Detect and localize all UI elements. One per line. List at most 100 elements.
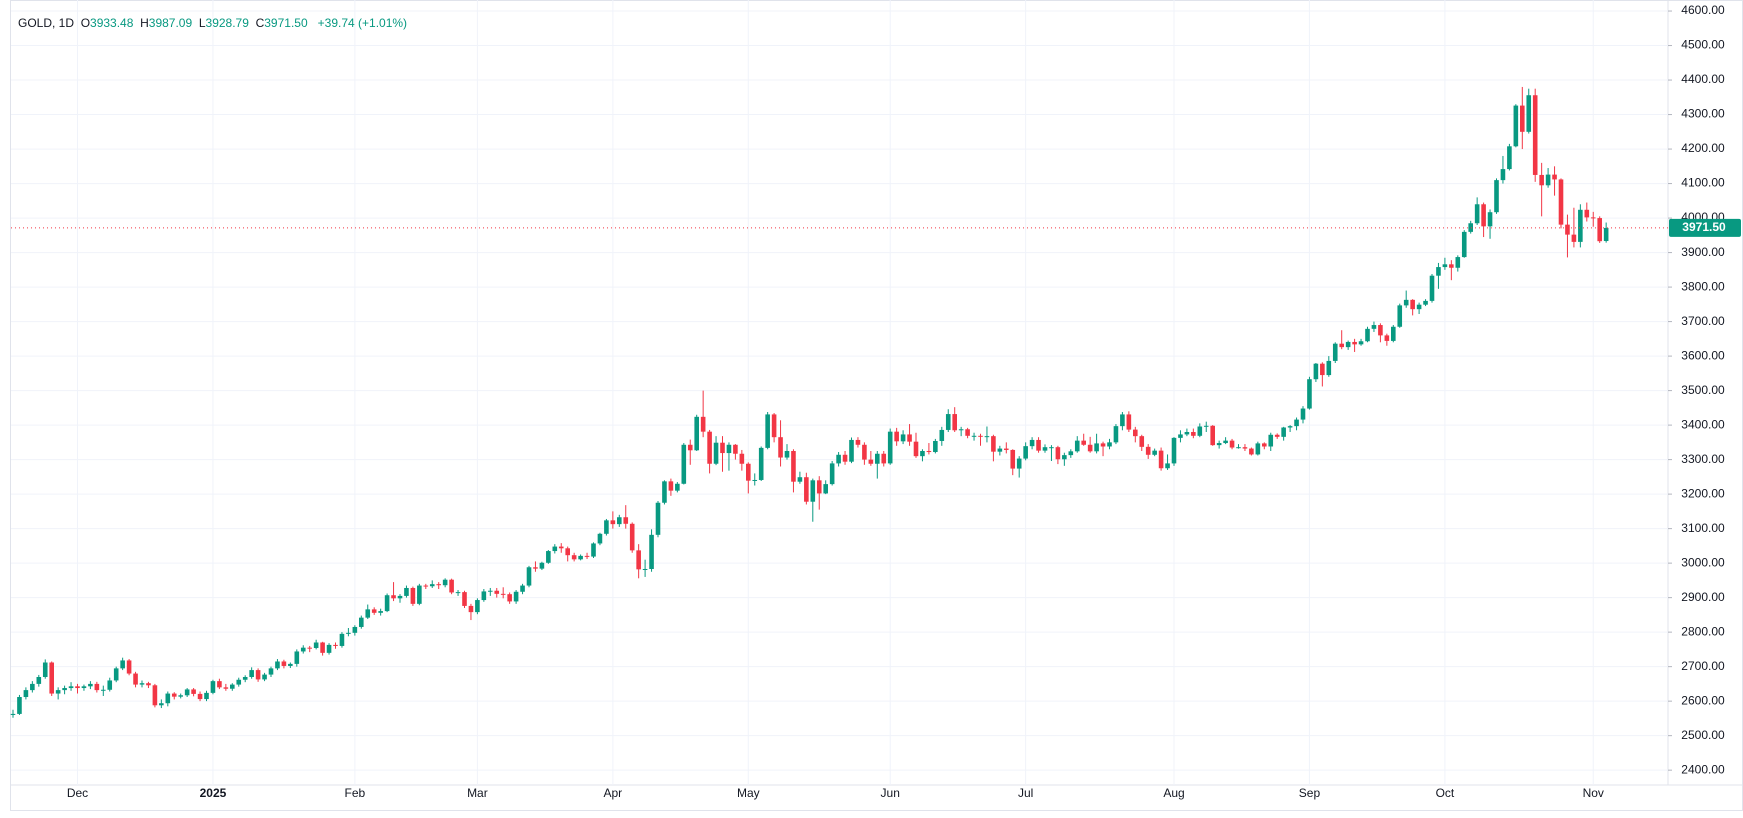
frame [10, 0, 1743, 811]
candle-body [700, 416, 706, 432]
candle-body [81, 686, 87, 689]
candle-body [384, 595, 390, 612]
candle-body [1481, 204, 1486, 227]
candle-body [739, 453, 745, 464]
candle-body [500, 593, 506, 595]
candle-body [997, 448, 1003, 452]
candle-body [1461, 231, 1467, 258]
candle-body [546, 551, 551, 563]
candle-body [1584, 209, 1590, 218]
candle-body [617, 517, 622, 525]
candle-body [255, 670, 261, 680]
candle-body [984, 436, 990, 438]
candle-body [958, 429, 964, 431]
candle-body [1268, 434, 1274, 447]
candle-body [113, 668, 119, 681]
candle-body [578, 555, 583, 560]
y-tick-label: 3400.00 [1681, 417, 1725, 431]
candle-body [1429, 275, 1435, 301]
candle-body [320, 642, 325, 653]
candle-body [720, 442, 725, 454]
candle-body [907, 434, 912, 442]
candle-body [1552, 174, 1557, 180]
ohlc-key: L [198, 16, 206, 30]
candle-body [23, 690, 29, 698]
candle-body [300, 647, 306, 652]
candle-body [875, 453, 880, 464]
candle-body [1474, 204, 1480, 224]
candle-body [558, 546, 564, 549]
candle-body [346, 632, 351, 634]
candle-body [268, 668, 274, 675]
candle-body [1358, 341, 1364, 345]
candle-body [359, 617, 364, 627]
candle-body [926, 450, 932, 453]
candle-body [1120, 414, 1125, 427]
candle-body [552, 546, 558, 552]
candles [10, 86, 1609, 718]
candle-body [1087, 444, 1093, 452]
candle-body [1281, 427, 1286, 437]
candle-body [1042, 447, 1048, 451]
y-tick-label: 4300.00 [1681, 107, 1725, 121]
y-tick-label: 2500.00 [1681, 728, 1725, 742]
candle-body [197, 693, 203, 700]
candle-body [242, 676, 248, 680]
candle-body [797, 477, 803, 482]
y-tick-label: 4500.00 [1681, 38, 1725, 52]
candle-body [1139, 436, 1145, 447]
candle-body [462, 592, 467, 606]
legend-header: GOLD, 1D O3933.48 H3987.09 L3928.79 C397… [18, 16, 407, 30]
candle-body [1023, 446, 1028, 459]
candle-body [778, 437, 783, 458]
candle-body [816, 480, 822, 494]
candle-body [746, 463, 751, 481]
candle-body [1326, 360, 1332, 376]
candle-body [584, 555, 590, 557]
x-tick-label: Oct [1436, 786, 1455, 800]
candle-body [726, 444, 732, 454]
candle-body [1100, 443, 1106, 447]
candle-body [410, 587, 416, 604]
candle-body [829, 463, 835, 485]
candle-body [191, 689, 196, 694]
candle-body [681, 444, 687, 484]
x-tick-label: 2025 [200, 786, 227, 800]
y-tick-label: 2900.00 [1681, 590, 1725, 604]
candle-body [1203, 425, 1209, 427]
candle-body [1436, 267, 1441, 276]
candle-body [1262, 443, 1267, 447]
candle-body [397, 595, 403, 599]
candle-body [333, 644, 338, 646]
candle-body [455, 592, 461, 594]
candle-body [1068, 451, 1074, 456]
candle-body [675, 483, 680, 491]
candle-body [694, 416, 699, 451]
candle-body [1403, 299, 1409, 306]
candle-body [1507, 146, 1512, 170]
y-tick-label: 4100.00 [1681, 176, 1725, 190]
candle-body [1332, 343, 1338, 361]
candle-body [1423, 300, 1428, 305]
ohlc-key: O [80, 16, 91, 30]
candle-body [1500, 169, 1506, 181]
x-tick-label: May [737, 786, 760, 800]
y-tick-label: 4400.00 [1681, 72, 1725, 86]
candle-body [1513, 105, 1519, 147]
candle-body [294, 651, 300, 664]
candle-body [1313, 363, 1319, 380]
candle-body [1165, 463, 1170, 469]
candle-body [1055, 447, 1061, 460]
candle-body [1287, 426, 1293, 428]
candle-body [707, 431, 712, 464]
candle-body [217, 681, 222, 688]
candle-body [978, 435, 983, 437]
candle-body [913, 441, 919, 457]
ohlc-values: O3933.48 H3987.09 L3928.79 C3971.50 [81, 16, 315, 30]
candle-body [1339, 343, 1344, 348]
ohlc-key: C [255, 16, 265, 30]
candle-body [1216, 443, 1222, 446]
candle-body [610, 520, 616, 525]
candle-body [1184, 432, 1190, 435]
